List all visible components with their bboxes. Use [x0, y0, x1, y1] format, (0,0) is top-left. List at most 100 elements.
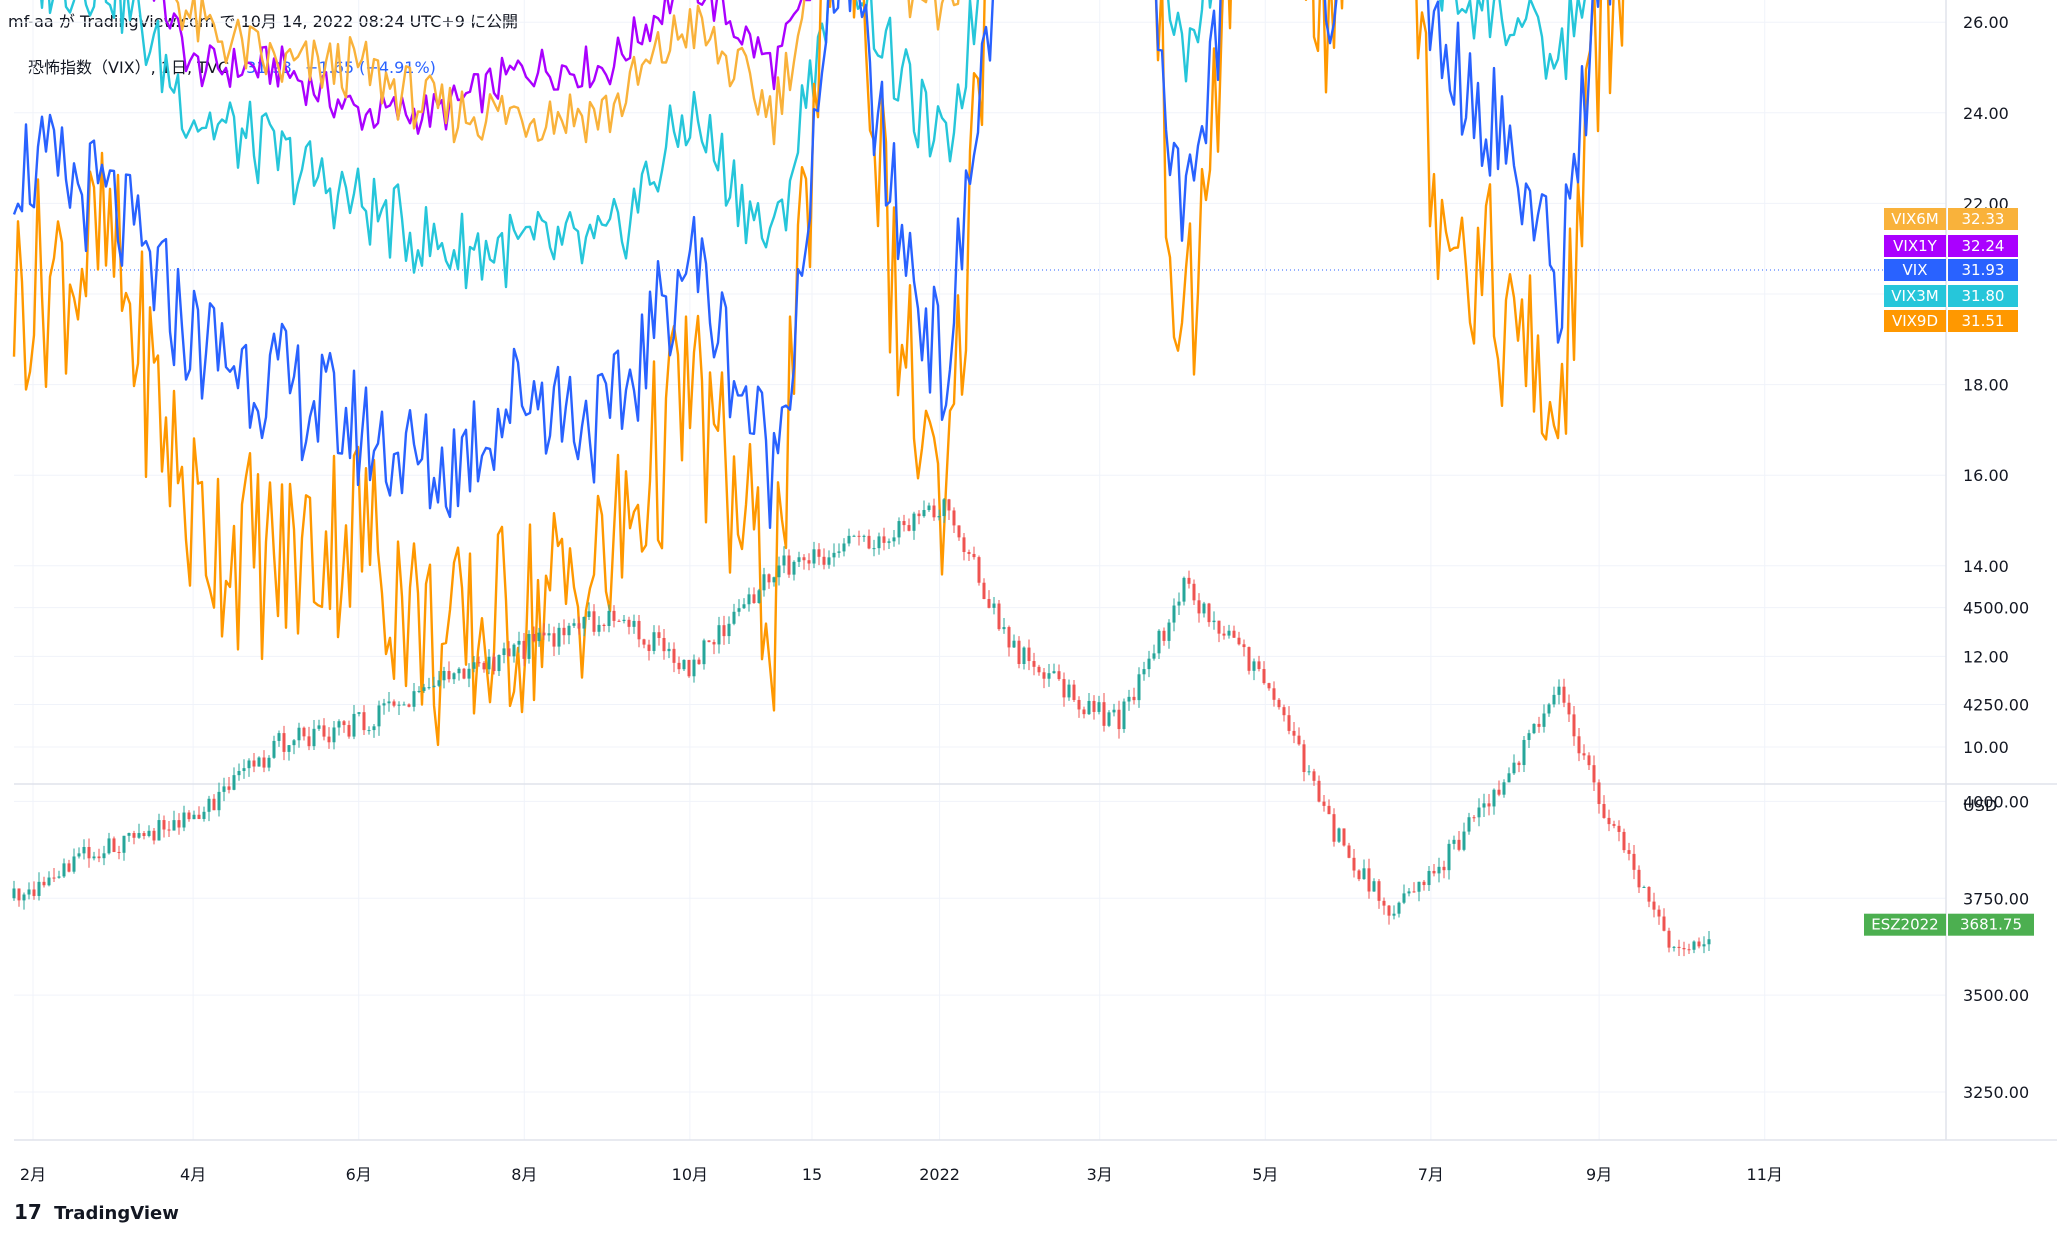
candle-body [687, 659, 691, 677]
candle-body [1592, 765, 1596, 783]
candle-body [1517, 762, 1521, 766]
candle-body [797, 557, 801, 562]
candle-body [1417, 881, 1421, 892]
candle-body [1022, 647, 1026, 664]
candle-body [722, 625, 726, 637]
header-user[interactable]: mf-aa [8, 12, 54, 31]
candle-body [657, 632, 661, 638]
time-tick-label: 8月 [511, 1165, 537, 1184]
candle-body [562, 627, 566, 636]
candle-body [572, 623, 576, 626]
badge-series-name: VIX1Y [1893, 237, 1938, 255]
candle-body [1467, 817, 1471, 832]
candle-body [512, 644, 516, 657]
candle-body [987, 599, 991, 608]
candle-body [1057, 671, 1061, 680]
series-line-vix1y [152, 0, 812, 135]
candle-body [747, 594, 751, 605]
candle-body [932, 505, 936, 518]
candle-body [1342, 828, 1346, 846]
badge-series-name: VIX9D [1892, 312, 1938, 330]
price-axis-bottom[interactable]: USD 4500.00 4250.00 4000.00 3750.00 3500.00 32… [1963, 599, 2029, 1102]
candle-body [982, 582, 986, 600]
candle-body [297, 727, 301, 741]
header-ga: が [58, 12, 75, 31]
candle-body [1157, 630, 1161, 654]
candle-body [1262, 669, 1266, 684]
candle-body [1532, 723, 1536, 734]
candle-body [1397, 902, 1401, 914]
candle-body [537, 632, 541, 642]
candle-body [472, 662, 476, 669]
time-tick-label: 7月 [1418, 1165, 1444, 1184]
candle-body [317, 725, 321, 729]
candle-body [872, 548, 876, 550]
candle-body [1317, 780, 1321, 802]
candle-body [857, 535, 861, 537]
candle-body [1447, 843, 1451, 871]
candle-body [1247, 647, 1251, 671]
candle-body [577, 623, 581, 629]
candle-body [972, 553, 976, 558]
candle-body [262, 757, 266, 768]
candle-body [1437, 866, 1441, 874]
tradingview-footer[interactable]: 17 TradingView [14, 1200, 179, 1224]
candle-body [1372, 881, 1376, 892]
price-tick-label: 4000.00 [1963, 792, 2029, 811]
legend-change-value: −1.65 (−4.91%) [305, 58, 436, 77]
candle-body [507, 648, 511, 657]
candle-body [1402, 893, 1406, 903]
candle-body [57, 876, 61, 878]
candle-body [502, 648, 506, 656]
candle-body [482, 662, 486, 670]
candle-body [1352, 857, 1356, 871]
candle-body [557, 627, 561, 647]
candle-body [12, 888, 16, 899]
candle-body [582, 616, 586, 629]
time-tick-label: 10月 [672, 1165, 708, 1184]
candle-body [47, 877, 51, 886]
price-axis-top[interactable]: 42.0040.0038.0036.0028.0026.0024.0022.00… [1963, 0, 2009, 757]
candle-body [527, 634, 531, 659]
candle-body [62, 863, 66, 877]
candle-body [1137, 674, 1141, 701]
candle-body [1307, 771, 1311, 773]
candle-body [992, 603, 996, 608]
candle-body [642, 639, 646, 645]
candle-body [152, 830, 156, 841]
candle-body [1207, 603, 1211, 623]
candle-body [1102, 702, 1106, 726]
candle-body [1257, 661, 1261, 670]
candle-body [162, 820, 166, 830]
price-tick-label: 26.00 [1963, 13, 2009, 32]
candle-body [172, 820, 176, 831]
candle-body [457, 668, 461, 674]
price-unit-label: USD [1963, 796, 1997, 815]
candle-body [1627, 850, 1631, 854]
candle-body [1122, 701, 1126, 730]
candle-body [712, 642, 716, 645]
candle-body [1707, 939, 1711, 945]
candle-body [1427, 870, 1431, 886]
candle-body [167, 829, 171, 831]
candle-body [592, 611, 596, 632]
candle-body [812, 549, 816, 564]
time-axis[interactable]: 2月 4月 6月 8月 10月 15 2022 3月 5月 7月 9月 11月 [20, 1165, 1783, 1184]
candle-body [682, 659, 686, 670]
candle-body [652, 632, 656, 651]
candle-body [917, 513, 921, 517]
candle-body [1267, 683, 1271, 689]
candle-body [602, 624, 606, 626]
candle-body [492, 656, 496, 672]
candle-body [632, 620, 636, 627]
candle-body [787, 555, 791, 575]
price-tick-label: 24.00 [1963, 104, 2009, 123]
badge-name-bg [1884, 259, 1946, 281]
badge-series-value: 31.80 [1962, 287, 2005, 305]
candle-body [702, 640, 706, 665]
candle-body [352, 713, 356, 737]
candle-body [752, 594, 756, 603]
candle-body [1087, 700, 1091, 715]
candle-body [237, 770, 241, 776]
